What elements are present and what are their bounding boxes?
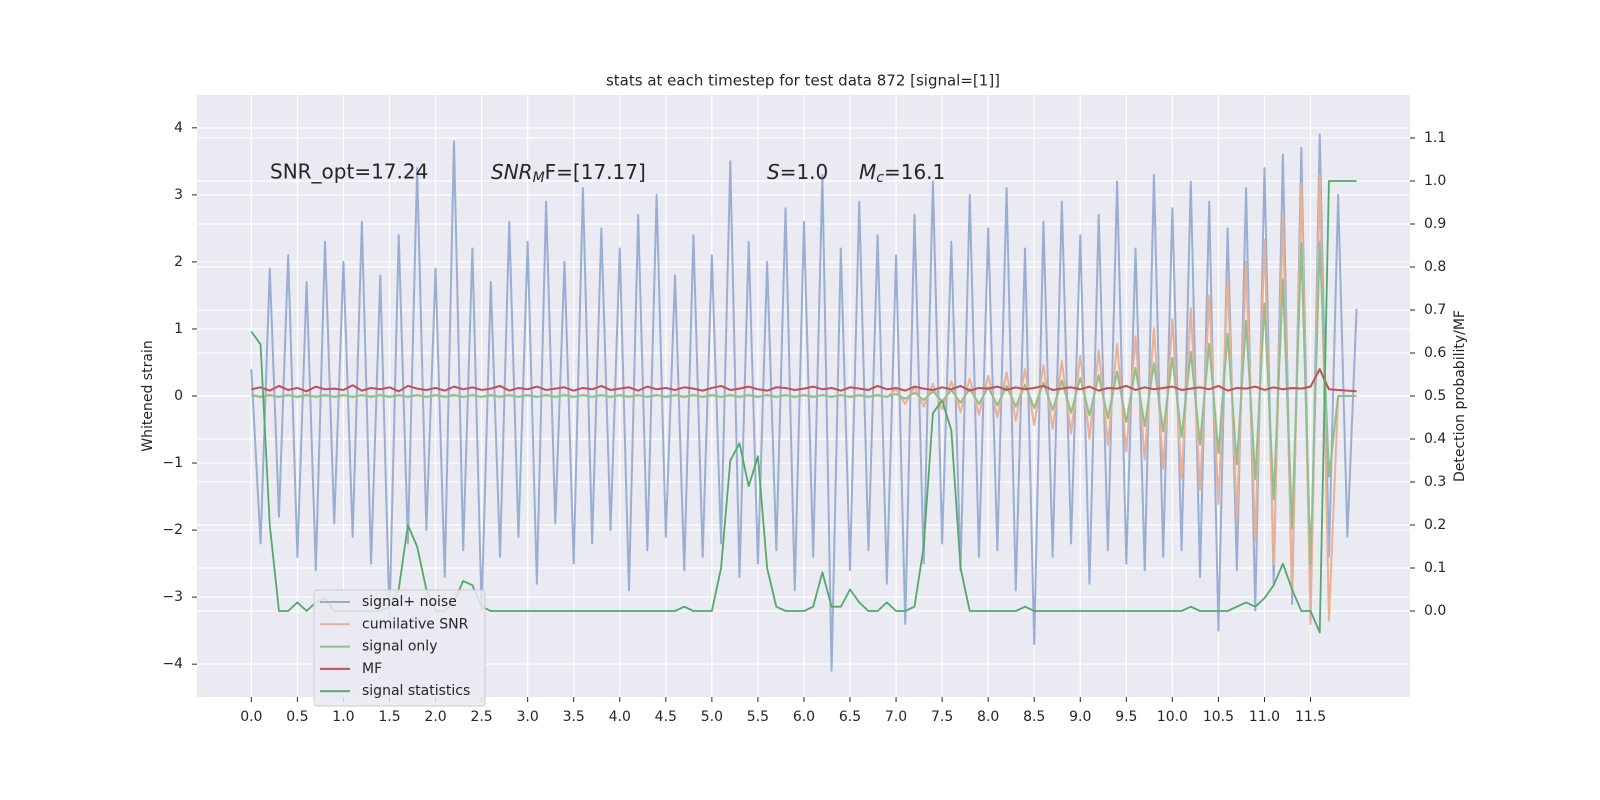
y2-tick-label: 0.7 [1424,302,1446,318]
x-tick-label: 0.0 [240,709,262,725]
legend [313,589,486,707]
legend-items: signal+ noise cumilative SNR signal only MF… [320,594,470,699]
x-tick-label: 3.0 [517,709,539,725]
annotation-sub: c [876,170,884,186]
x-tick-label: 4.5 [655,709,677,725]
annotation-sub: M [533,170,545,186]
x-tick-label: 8.0 [977,709,999,725]
annotation-part: =16.1 [884,160,945,184]
legend-label: signal+ noise [362,594,457,610]
x-tick-label: 6.0 [793,709,815,725]
x-tick-label: 11.0 [1249,709,1280,725]
annotation-part: F=[17.17] [545,160,646,184]
y-tick-label: 3 [174,187,183,203]
y2-tick-label: 1.0 [1424,173,1446,189]
x-tick-label: 10.5 [1203,709,1234,725]
x-tick-label: 7.0 [885,709,907,725]
y-axis-label: Whitened strain [140,340,156,451]
x-tick-label: 6.5 [839,709,861,725]
y-tick-label: 1 [174,321,183,337]
y2-tick-label: 0.8 [1424,259,1446,275]
y-tick-label: 4 [174,120,183,136]
x-tick-label: 7.5 [931,709,953,725]
y2-tick-label: 0.5 [1424,388,1446,404]
annotation-part: S [767,160,780,184]
y-tick-label: 0 [174,388,183,404]
y-tick-label: −1 [162,455,183,471]
x-tick-label: 11.5 [1295,709,1326,725]
legend-label: signal only [362,639,437,655]
chart-title: stats at each timestep for test data 872… [606,72,1000,90]
y2-tick-label: 0.1 [1424,560,1446,576]
legend-label: signal statistics [362,683,470,699]
y-tick-label: −4 [162,656,183,672]
y2-tick-label: 0.0 [1424,603,1446,619]
y2-tick-label: 1.1 [1424,130,1446,146]
x-tick-label: 3.5 [563,709,585,725]
series-line [250,133,1358,672]
x-tick-label: 5.0 [701,709,723,725]
y2-tick-label: 0.2 [1424,517,1446,533]
y-tick-label: 2 [174,254,183,270]
y-tick-label: −3 [162,589,183,605]
annotation-part: M [859,160,876,184]
annotation-part: =1.0 [780,160,829,184]
y2-tick-label: 0.3 [1424,474,1446,490]
y2-tick-label: 0.6 [1424,345,1446,361]
y2-tick-label: 0.9 [1424,216,1446,232]
annotation-part: SNR [491,160,533,184]
y-tick-label: −2 [162,522,183,538]
series-line [251,240,1357,565]
x-tick-label: 1.0 [332,709,354,725]
x-tick-label: 1.5 [378,709,400,725]
y2-tick-label: 0.4 [1424,431,1446,447]
annotation: Mc=16.1 [859,160,945,187]
axes: 0.0 0.5 1.0 1.5 2.0 2.5 3.0 3.5 4.0 4.5 5.0 5.5 6.0 6… [162,120,1446,725]
x-tick-label: 2.5 [470,709,492,725]
x-tick-label: 8.5 [1023,709,1045,725]
legend-label: cumilative SNR [362,616,469,632]
annotation: S=1.0 [767,160,828,184]
x-tick-label: 9.5 [1115,709,1137,725]
x-tick-label: 2.0 [424,709,446,725]
x-tick-label: 4.0 [609,709,631,725]
legend-label: MF [362,661,382,677]
y2-axis-label: Detection probability/MF [1452,310,1468,482]
annotation: SNRMF=[17.17] [491,160,646,187]
x-tick-label: 9.0 [1069,709,1091,725]
x-tick-label: 10.0 [1157,709,1188,725]
series-line [251,368,1357,393]
x-tick-label: 5.5 [747,709,769,725]
x-tick-label: 0.5 [286,709,308,725]
annotation: SNR_opt=17.24 [270,160,428,184]
